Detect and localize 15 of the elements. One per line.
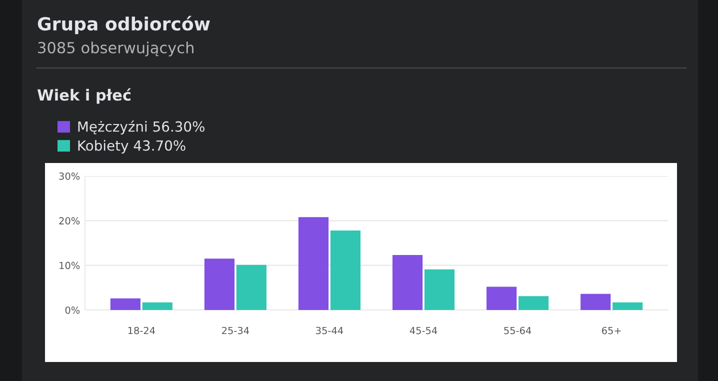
- x-tick-label: 45-54: [410, 326, 438, 334]
- y-tick-label: 30%: [59, 172, 80, 180]
- y-tick-label: 20%: [59, 217, 80, 224]
- legend-title: Wiek i płeć: [37, 88, 131, 104]
- x-tick-label: 55-64: [504, 326, 532, 334]
- x-tick-label: 18-24: [128, 326, 155, 334]
- legend-label: Mężczyźni 56.30%: [78, 120, 204, 134]
- x-tick-label: 35-44: [316, 326, 344, 334]
- y-tick-label: 10%: [60, 262, 80, 270]
- chart-subtitle: 3085 obserwujących: [38, 42, 194, 56]
- y-tick-label: 0%: [65, 306, 80, 314]
- chart-title: Grupa odbiorców: [38, 16, 210, 34]
- x-tick-label: 65+: [602, 326, 621, 334]
- x-tick-label: 25-34: [222, 326, 250, 334]
- legend-label: Kobiety 43.70%: [78, 140, 186, 154]
